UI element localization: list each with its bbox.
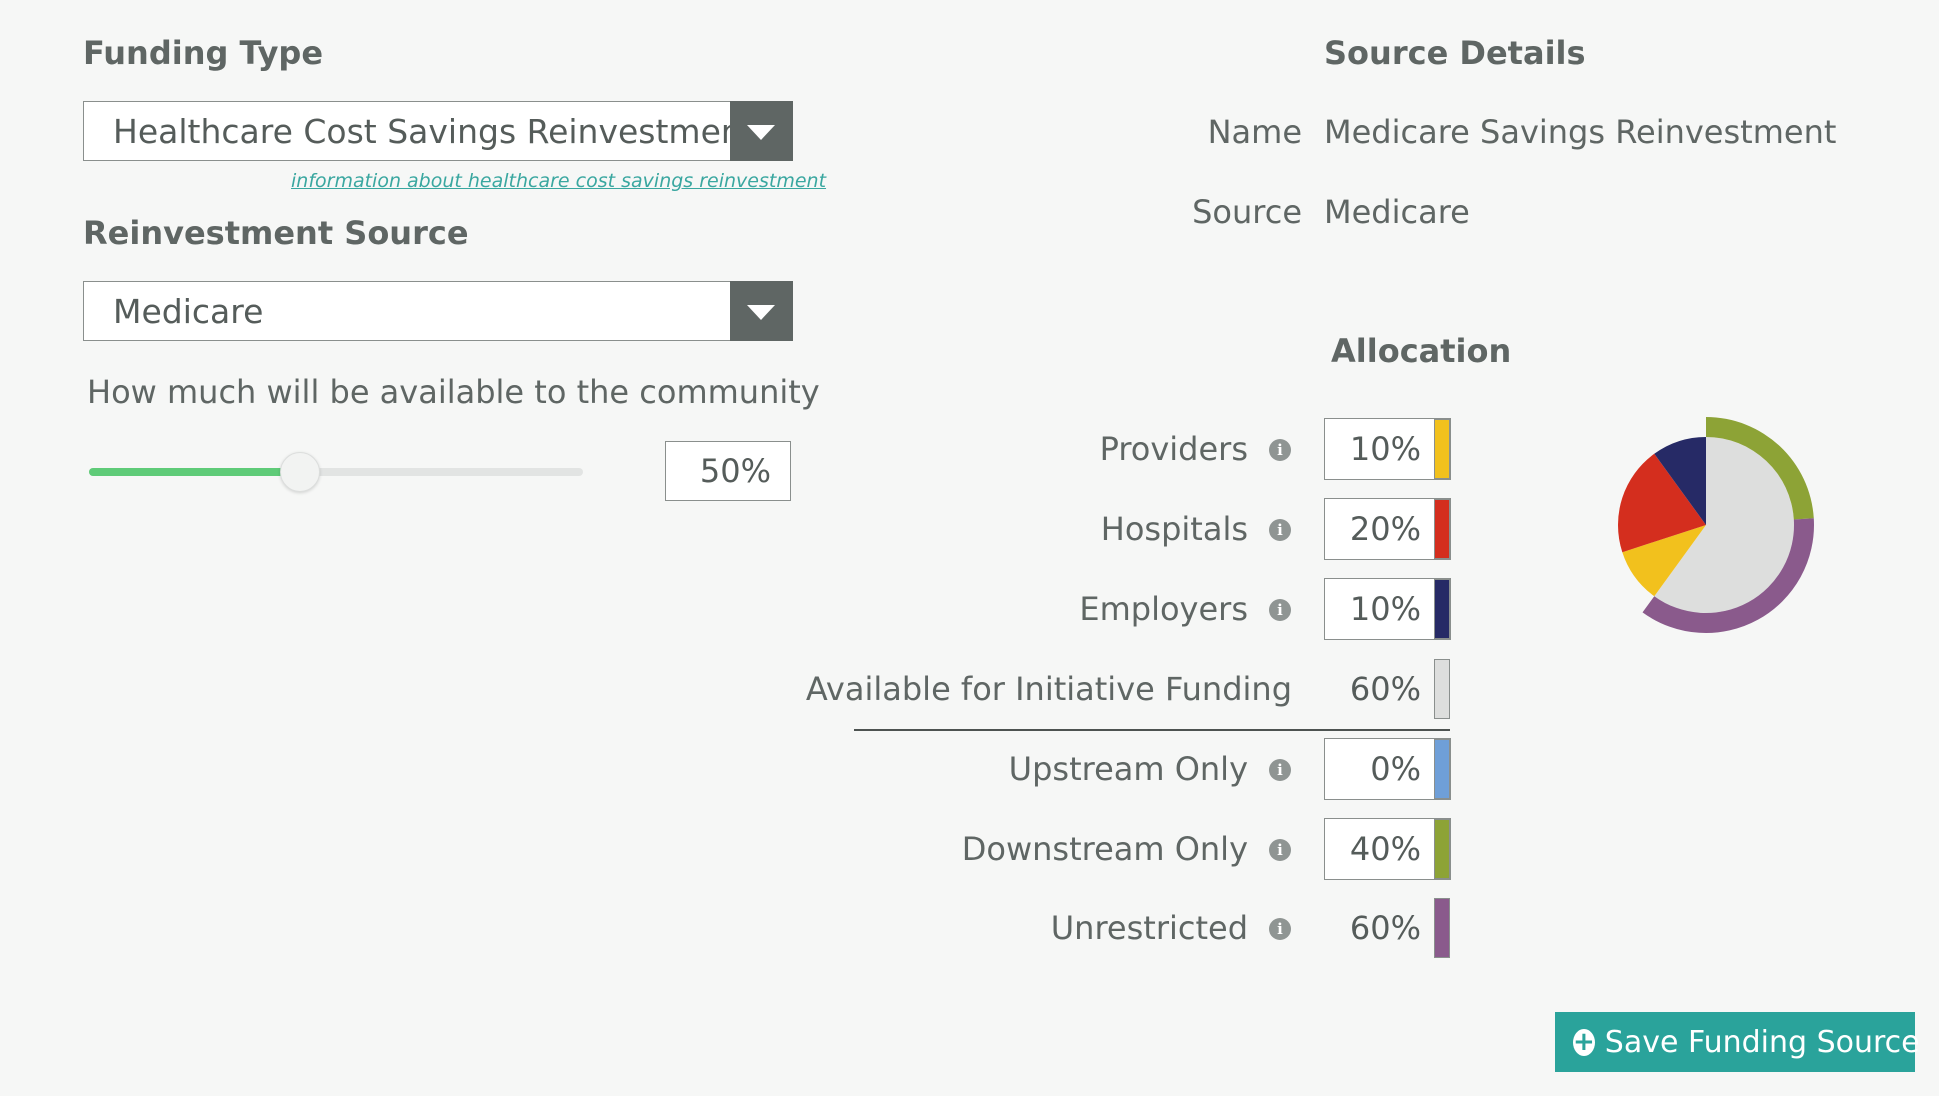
allocation-color-swatch xyxy=(1434,659,1450,719)
allocation-color-swatch xyxy=(1434,499,1450,559)
allocation-heading: Allocation xyxy=(1331,332,1512,370)
funding-type-info-link[interactable]: information about healthcare cost saving… xyxy=(291,170,827,192)
pie-ring-downstream-only xyxy=(1706,417,1814,520)
plus-circle-icon: + xyxy=(1573,1026,1595,1057)
allocation-label-unrestricted: Unrestricted xyxy=(1050,909,1248,947)
allocation-value-upstream-only: 0% xyxy=(1370,750,1421,788)
pie-slice-employers xyxy=(1654,437,1706,525)
allocation-input-upstream-only[interactable] xyxy=(1324,738,1451,800)
funding-type-heading: Funding Type xyxy=(83,34,324,72)
allocation-label-available-for-initiative-funding: Available for Initiative Funding xyxy=(805,670,1292,708)
info-icon[interactable]: i xyxy=(1269,918,1291,940)
allocation-label-upstream-only: Upstream Only xyxy=(1008,750,1248,788)
allocation-value-hospitals: 20% xyxy=(1349,510,1421,548)
allocation-label-employers: Employers xyxy=(1079,590,1248,628)
community-slider-track[interactable] xyxy=(89,468,583,476)
allocation-color-swatch xyxy=(1434,819,1450,879)
allocation-label-providers: Providers xyxy=(1099,430,1248,468)
allocation-input-hospitals[interactable] xyxy=(1324,498,1451,560)
funding-type-select[interactable]: Healthcare Cost Savings Reinvestment xyxy=(83,101,793,161)
save-button-label: Save Funding Source xyxy=(1604,1024,1920,1060)
allocation-value-available-for-initiative-funding: 60% xyxy=(1349,670,1421,708)
allocation-color-swatch xyxy=(1434,579,1450,639)
detail-source-label: Source xyxy=(1192,193,1302,231)
info-icon[interactable]: i xyxy=(1269,599,1291,621)
allocation-label-downstream-only: Downstream Only xyxy=(961,830,1248,868)
allocation-value-employers: 10% xyxy=(1349,590,1421,628)
detail-name-value: Medicare Savings Reinvestment xyxy=(1324,113,1837,151)
detail-name-label: Name xyxy=(1207,113,1302,151)
allocation-value-unrestricted: 60% xyxy=(1349,909,1421,947)
allocation-input-providers[interactable] xyxy=(1324,418,1451,480)
info-icon[interactable]: i xyxy=(1269,439,1291,461)
allocation-label-hospitals: Hospitals xyxy=(1100,510,1248,548)
info-icon[interactable]: i xyxy=(1269,519,1291,541)
info-icon[interactable]: i xyxy=(1269,759,1291,781)
allocation-input-employers[interactable] xyxy=(1324,578,1451,640)
pie-slice-providers xyxy=(1622,525,1706,597)
allocation-color-swatch xyxy=(1434,739,1450,799)
allocation-value-downstream-only: 40% xyxy=(1349,830,1421,868)
allocation-value-providers: 10% xyxy=(1349,430,1421,468)
detail-source-value: Medicare xyxy=(1324,193,1470,231)
pie-slice-hospitals xyxy=(1618,453,1706,553)
chevron-down-icon[interactable] xyxy=(730,101,793,161)
allocation-color-swatch xyxy=(1434,898,1450,958)
community-slider-handle[interactable] xyxy=(280,452,320,492)
allocation-divider xyxy=(854,729,1450,731)
chevron-down-icon[interactable] xyxy=(730,281,793,341)
community-slider-fill xyxy=(89,468,299,476)
save-funding-source-button[interactable]: + Save Funding Source xyxy=(1555,1012,1920,1072)
funding-type-value: Healthcare Cost Savings Reinvestment xyxy=(113,112,755,151)
allocation-color-swatch xyxy=(1434,419,1450,479)
allocation-input-downstream-only[interactable] xyxy=(1324,818,1451,880)
community-percent-input[interactable]: 50% xyxy=(665,441,791,501)
reinvestment-source-value: Medicare xyxy=(113,292,264,331)
pie-slice-available-for-initiative-funding xyxy=(1654,437,1794,613)
community-question: How much will be available to the commun… xyxy=(87,373,820,411)
allocation-pie-chart xyxy=(1618,417,1814,633)
source-details-heading: Source Details xyxy=(1324,34,1586,72)
reinvestment-source-select[interactable]: Medicare xyxy=(83,281,793,341)
reinvestment-source-heading: Reinvestment Source xyxy=(83,214,469,252)
pie-ring-unrestricted xyxy=(1642,518,1814,633)
info-icon[interactable]: i xyxy=(1269,839,1291,861)
